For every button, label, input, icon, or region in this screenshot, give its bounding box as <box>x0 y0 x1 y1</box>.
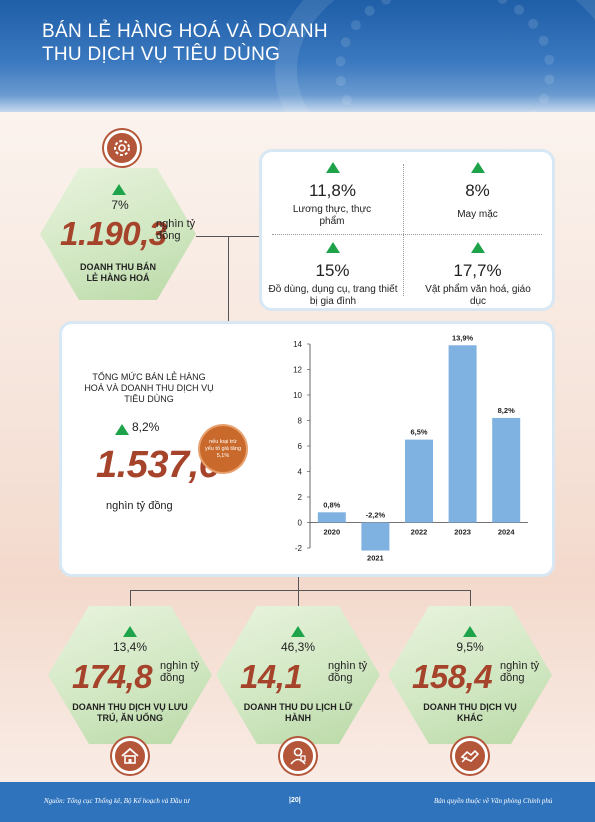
up-arrow-icon <box>325 242 340 253</box>
x-category-label: 2024 <box>498 528 516 537</box>
x-category-label: 2021 <box>367 554 384 562</box>
retail-unit: nghìn tỷ đồng <box>156 218 196 242</box>
retail-value: 1.190,3 <box>60 215 167 252</box>
footer-source: Nguồn: Tổng cục Thống kê, Bộ Kế hoạch và… <box>44 797 190 805</box>
chart-bar <box>492 417 521 523</box>
up-arrow-icon <box>470 242 485 253</box>
service-unit: nghìn tỷ đồng <box>328 660 368 684</box>
service-up-arrow <box>463 624 477 642</box>
service-label: DOANH THU DỊCH VỤ KHÁC <box>423 702 517 723</box>
retail-label: DOANH THU BÁN LẺ HÀNG HOÁ <box>80 262 156 283</box>
connector-line <box>130 590 471 591</box>
category-pct: 8% <box>465 181 490 200</box>
tourist-icon <box>280 738 316 774</box>
category-label: Lương thực, thực phẩm <box>292 204 372 227</box>
footer-copyright: Bản quyền thuộc về Văn phòng Chính phủ <box>434 797 553 805</box>
total-growth: 8,2% <box>132 420 160 434</box>
x-category-label: 2023 <box>454 528 471 537</box>
chart-bar <box>317 512 346 523</box>
bar-data-label: 6,5% <box>410 428 427 437</box>
up-arrow-icon <box>470 162 485 173</box>
category-item: 15% Đồ dùng, dụng cụ, trang thiết bị gia… <box>262 240 403 308</box>
total-unit: nghìn tỷ đồng <box>106 500 173 512</box>
service-unit: nghìn tỷ đồng <box>160 660 200 684</box>
service-up-arrow <box>291 624 305 642</box>
connector-line <box>298 590 299 608</box>
y-tick-label: 2 <box>298 493 303 502</box>
bar-data-label: 13,9% <box>452 334 474 342</box>
category-label: Vật phẩm văn hoá, giáo dục <box>425 284 531 307</box>
y-tick-label: 8 <box>298 417 303 426</box>
page-footer: Nguồn: Tổng cục Thống kê, Bộ Kế hoạch và… <box>0 782 595 822</box>
card-divider-vertical <box>403 164 404 296</box>
x-category-label: 2022 <box>411 528 428 537</box>
service-growth: 13,4% <box>112 640 148 654</box>
gear-icon <box>104 130 140 166</box>
category-item: 11,8% Lương thực, thực phẩm <box>262 160 403 228</box>
y-tick-label: 6 <box>298 442 303 451</box>
y-tick-label: -2 <box>295 544 303 553</box>
connector-line <box>228 236 229 324</box>
category-pct: 15% <box>315 261 350 280</box>
bar-data-label: 0,8% <box>323 500 340 509</box>
chart-bar <box>361 522 390 551</box>
house-icon <box>112 738 148 774</box>
retail-up-arrow <box>112 182 126 200</box>
service-growth: 46,3% <box>280 640 316 654</box>
retail-growth: 7% <box>111 198 129 212</box>
y-tick-label: 0 <box>298 519 303 528</box>
category-pct: 11,8% <box>309 181 356 200</box>
note-badge: nếu loại trừ yếu tố giá tăng 5,1% <box>200 426 246 472</box>
total-up-arrow <box>115 422 129 440</box>
x-category-label: 2020 <box>323 528 340 537</box>
bar-data-label: -2,2% <box>366 511 386 520</box>
growth-bar-chart: 14 12 10 8 6 4 2 0 -2 0,8% 2020 -2,2% 2021 6,5% 2022 13… <box>293 334 528 562</box>
service-label: DOANH THU DU LỊCH LỮ HÀNH <box>243 702 353 723</box>
y-tick-label: 10 <box>293 391 302 400</box>
page-header: BÁN LẺ HÀNG HOÁ VÀ DOANH THU DỊCH VỤ TIÊ… <box>0 0 595 112</box>
connector-line <box>298 574 299 590</box>
note-text: nếu loại trừ yếu tố giá tăng 5,1% <box>204 438 242 459</box>
card-divider-horizontal <box>272 234 542 235</box>
category-card: 11,8% Lương thực, thực phẩm 8% May mặc 1… <box>262 152 552 308</box>
chart-bar <box>405 439 433 523</box>
connector-line <box>196 236 262 237</box>
category-label: May mặc <box>457 209 498 220</box>
header-decoration-dots <box>335 0 555 112</box>
service-value: 158,4 <box>412 658 493 695</box>
service-unit: nghìn tỷ đồng <box>500 660 540 684</box>
total-card: TỔNG MỨC BÁN LẺ HÀNG HOÁ VÀ DOANH THU DỊ… <box>62 324 552 574</box>
bar-data-label: 8,2% <box>498 406 515 415</box>
total-value: 1.537,6 <box>96 444 220 486</box>
handshake-icon <box>452 738 488 774</box>
category-pct: 17,7% <box>453 261 502 280</box>
connector-line <box>130 590 131 608</box>
up-arrow-icon <box>325 162 340 173</box>
category-item: 8% May mặc <box>403 160 552 221</box>
y-tick-label: 4 <box>298 468 303 477</box>
page-title: BÁN LẺ HÀNG HOÁ VÀ DOANH THU DỊCH VỤ TIÊ… <box>42 21 328 65</box>
service-growth: 9,5% <box>456 640 484 654</box>
service-label: DOANH THU DỊCH VỤ LƯU TRÚ, ĂN UỐNG <box>72 702 188 723</box>
category-item: 17,7% Vật phẩm văn hoá, giáo dục <box>403 240 552 308</box>
y-tick-label: 14 <box>293 340 302 349</box>
service-value: 14,1 <box>240 658 303 695</box>
total-title: TỔNG MỨC BÁN LẺ HÀNG HOÁ VÀ DOANH THU DỊ… <box>84 372 214 404</box>
category-label: Đồ dùng, dụng cụ, trang thiết bị gia đìn… <box>268 284 398 307</box>
service-up-arrow <box>123 624 137 642</box>
chart-bar <box>448 345 477 523</box>
connector-line <box>470 590 471 608</box>
service-value: 174,8 <box>72 658 153 695</box>
footer-page-number: |20| <box>289 797 301 804</box>
y-tick-label: 12 <box>293 366 302 375</box>
